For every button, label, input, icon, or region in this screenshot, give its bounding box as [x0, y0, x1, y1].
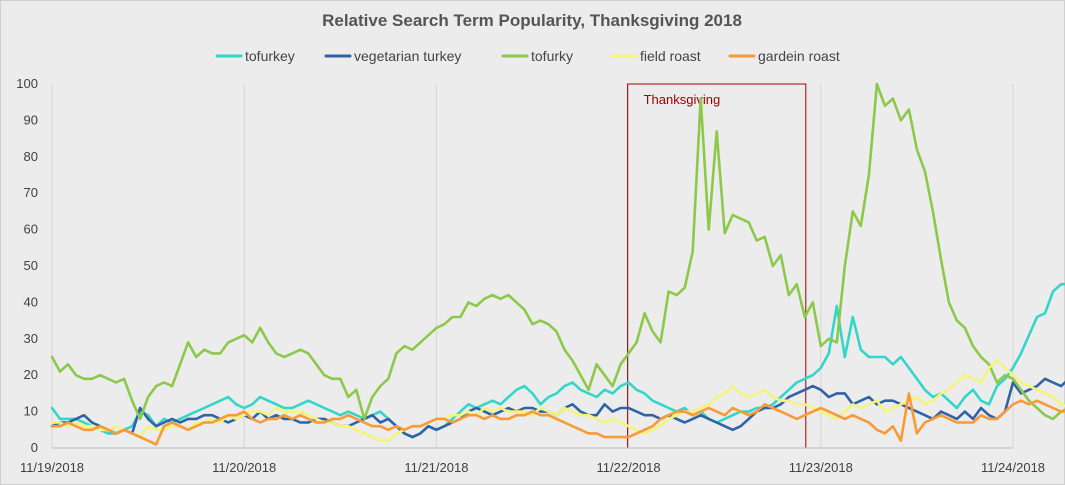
- y-tick-label: 10: [24, 404, 38, 419]
- y-tick-label: 80: [24, 149, 38, 164]
- y-tick-label: 40: [24, 294, 38, 309]
- legend-item: tofurkey: [215, 48, 295, 64]
- x-tick-label: 11/23/2018: [789, 460, 853, 475]
- x-tick-label: 11/20/2018: [212, 460, 276, 475]
- thanksgiving-label: Thanksgiving: [644, 92, 721, 107]
- y-tick-label: 0: [31, 440, 38, 455]
- y-tick-label: 70: [24, 185, 38, 200]
- legend-label: field roast: [640, 48, 701, 64]
- x-tick-label: 11/22/2018: [597, 460, 661, 475]
- axis-layer: 11/19/2018 11/20/2018 11/21/2018 11/22/2018…: [16, 76, 1045, 475]
- series-line-gardein-roast: [50, 392, 1065, 446]
- legend-item: gardein roast: [728, 48, 840, 64]
- series-line-tofurkey: [50, 282, 1065, 439]
- y-tick-label: 90: [24, 112, 38, 127]
- legend-label: gardein roast: [758, 48, 840, 64]
- legend: tofurkey vegetarian turkey tofurky field ro…: [215, 48, 840, 64]
- y-tick-label: 100: [16, 76, 38, 91]
- x-tick-label: 11/21/2018: [404, 460, 468, 475]
- chart-title: Relative Search Term Popularity, Thanksg…: [322, 11, 742, 30]
- x-tick-label: 11/19/2018: [20, 460, 84, 475]
- x-tick-label: 11/24/2018: [981, 460, 1045, 475]
- series-layer: [50, 82, 1065, 446]
- series-line-field-roast: [50, 359, 1065, 443]
- legend-item: vegetarian turkey: [324, 48, 461, 64]
- y-tick-label: 50: [24, 258, 38, 273]
- y-tick-label: 60: [24, 222, 38, 237]
- legend-item: tofurky: [501, 48, 573, 64]
- y-tick-label: 20: [24, 367, 38, 382]
- y-tick-label: 30: [24, 331, 38, 346]
- legend-label: tofurkey: [245, 48, 295, 64]
- legend-label: tofurky: [531, 48, 573, 64]
- legend-item: field roast: [610, 48, 701, 64]
- legend-label: vegetarian turkey: [354, 48, 461, 64]
- series-line-tofurky: [50, 82, 1065, 421]
